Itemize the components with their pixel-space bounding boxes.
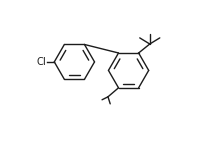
Text: Cl: Cl	[37, 57, 46, 67]
